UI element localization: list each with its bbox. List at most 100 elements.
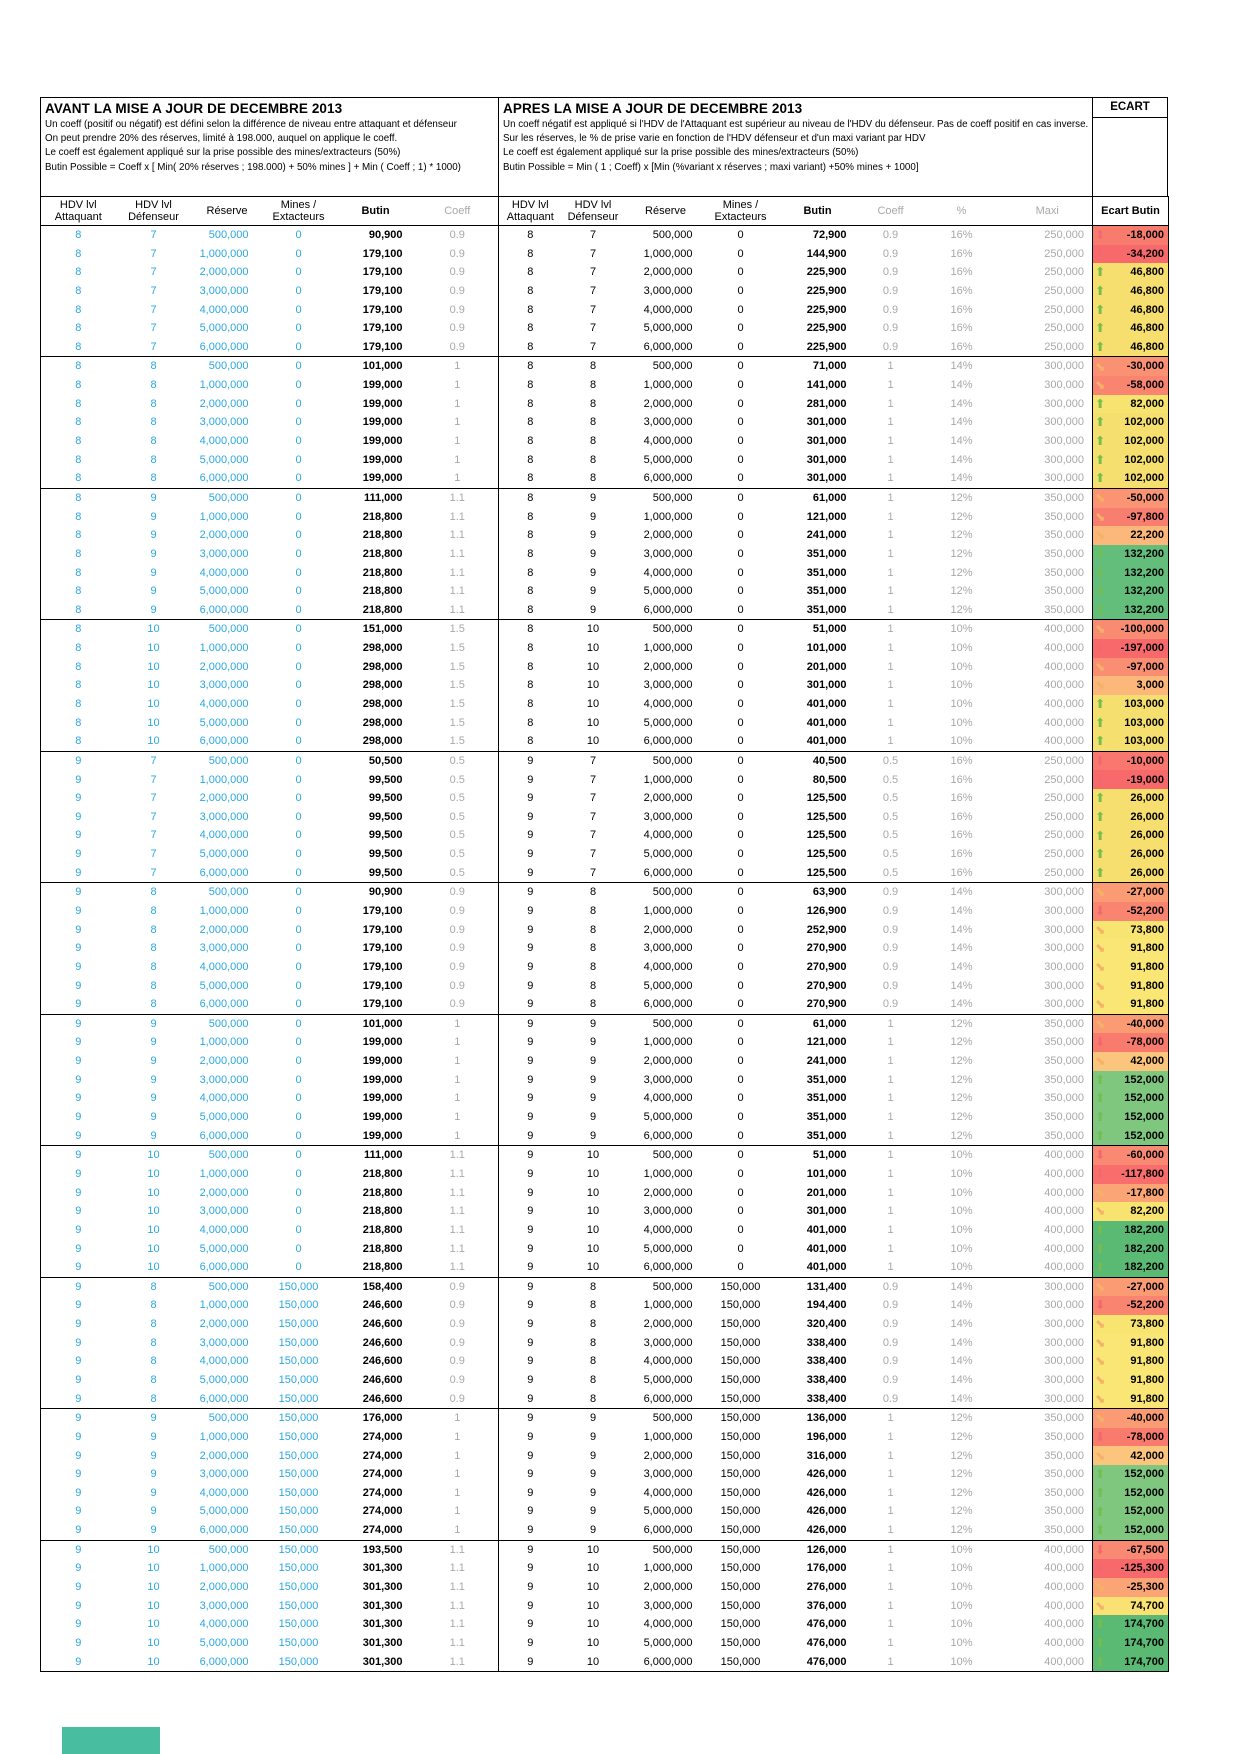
cell-butin-apres[interactable]: 301,000 <box>806 472 847 485</box>
cell-mines-apres[interactable]: 0 <box>737 266 744 279</box>
cell-coeff-avant[interactable]: 1.5 <box>449 679 465 692</box>
cell-butin-avant[interactable]: 274,000 <box>362 1468 403 1481</box>
cell-coeff-avant[interactable]: 0.5 <box>449 792 465 805</box>
cell-hdv-defenseur-avant[interactable]: 9 <box>150 1430 157 1443</box>
cell-maxi-apres[interactable]: 350,000 <box>1044 585 1084 598</box>
cell-coeff-avant[interactable]: 0.5 <box>449 848 465 861</box>
cell-mines-avant[interactable]: 0 <box>295 266 302 279</box>
cell-ecart-butin[interactable]: ⬇ -60,000 <box>1092 1145 1169 1165</box>
cell-butin-avant[interactable]: 151,000 <box>334 619 417 639</box>
cell-pct-apres[interactable]: 14% <box>950 379 973 392</box>
cell-hdv-defenseur-apres[interactable]: 10 <box>586 1655 600 1668</box>
cell-mines-avant[interactable]: 0 <box>295 942 302 955</box>
cell-pct-apres[interactable]: 14% <box>950 1299 973 1312</box>
cell-mines-apres[interactable]: 0 <box>737 322 744 335</box>
cell-reserve-apres[interactable]: 3,000,000 <box>643 942 693 955</box>
cell-coeff-avant[interactable]: 0.9 <box>449 904 465 917</box>
cell-reserve-avant[interactable]: 1,000,000 <box>199 510 249 523</box>
cell-reserve-apres[interactable]: 6,000,000 <box>643 340 693 353</box>
cell-reserve-avant[interactable]: 3,000,000 <box>199 942 249 955</box>
cell-butin-apres[interactable]: 176,000 <box>806 1562 847 1575</box>
cell-coeff-apres[interactable]: 1 <box>887 1261 894 1274</box>
cell-hdv-attaquant-avant[interactable]: 9 <box>40 1013 116 1034</box>
cell-mines-avant[interactable]: 150,000 <box>278 1355 319 1368</box>
cell-maxi-apres[interactable]: 300,000 <box>1044 1299 1084 1312</box>
cell-ecart-butin[interactable]: ⬊ 22,200 <box>1092 526 1169 545</box>
cell-reserve-apres[interactable]: 2,000,000 <box>643 529 693 542</box>
cell-reserve-apres[interactable]: 1,000,000 <box>643 379 693 392</box>
cell-hdv-attaquant-avant[interactable]: 8 <box>75 735 82 748</box>
cell-mines-apres[interactable]: 0 <box>706 356 775 377</box>
cell-pct-apres[interactable]: 14% <box>920 882 1003 902</box>
cell-hdv-attaquant-apres[interactable]: 9 <box>498 1502 562 1522</box>
cell-reserve-avant[interactable]: 500,000 <box>191 750 263 771</box>
col-header-hdv-attaquant-apres[interactable]: HDV lvl Attaquant <box>498 196 562 226</box>
cell-ecart-butin[interactable]: ⬆ 26,000 <box>1092 863 1169 883</box>
cell-ecart-butin[interactable]: ⬊ -27,000 <box>1092 1276 1169 1297</box>
cell-hdv-defenseur-avant[interactable]: 10 <box>147 1186 160 1199</box>
cell-hdv-defenseur-apres[interactable]: 9 <box>589 1092 597 1105</box>
cell-mines-avant[interactable]: 0 <box>295 585 302 598</box>
cell-reserve-apres[interactable]: 500,000 <box>624 619 707 639</box>
cell-pct-apres[interactable]: 10% <box>920 1539 1003 1560</box>
cell-coeff-avant[interactable]: 1.1 <box>449 547 465 560</box>
cell-hdv-attaquant-apres[interactable]: 9 <box>498 845 562 864</box>
cell-mines-apres[interactable]: 0 <box>737 1073 744 1086</box>
cell-reserve-apres[interactable]: 4,000,000 <box>643 1618 693 1631</box>
cell-butin-apres[interactable]: 476,000 <box>806 1655 847 1668</box>
cell-butin-apres[interactable]: 320,400 <box>806 1318 847 1331</box>
cell-reserve-avant[interactable]: 4,000,000 <box>199 829 249 842</box>
cell-maxi-apres[interactable]: 300,000 <box>1002 356 1093 377</box>
cell-ecart-butin[interactable]: ⬊ 91,800 <box>1092 957 1169 977</box>
cell-pct-apres[interactable]: 10% <box>950 1599 973 1612</box>
cell-coeff-avant[interactable]: 0.9 <box>449 247 465 260</box>
cell-pct-apres[interactable]: 14% <box>950 1355 973 1368</box>
cell-hdv-attaquant-avant[interactable]: 8 <box>75 322 82 335</box>
cell-reserve-apres[interactable]: 500,000 <box>624 224 707 245</box>
cell-maxi-apres[interactable]: 400,000 <box>1044 698 1084 710</box>
cell-pct-apres[interactable]: 14% <box>950 1374 973 1386</box>
cell-butin-apres[interactable]: 131,400 <box>774 1276 861 1297</box>
cell-butin-avant[interactable]: 199,000 <box>362 1036 403 1049</box>
cell-hdv-defenseur-avant[interactable]: 8 <box>150 923 157 936</box>
cell-coeff-avant[interactable]: 0.9 <box>449 960 465 973</box>
cell-hdv-attaquant-apres[interactable]: 9 <box>498 1559 562 1578</box>
cell-reserve-apres[interactable]: 4,000,000 <box>643 829 693 842</box>
cell-mines-avant[interactable]: 0 <box>295 547 302 560</box>
cell-hdv-defenseur-apres[interactable]: 8 <box>589 942 597 955</box>
cell-hdv-defenseur-apres[interactable]: 8 <box>589 1299 597 1312</box>
cell-hdv-attaquant-avant[interactable]: 9 <box>75 1392 82 1405</box>
cell-maxi-apres[interactable]: 250,000 <box>1044 810 1084 823</box>
cell-hdv-attaquant-apres[interactable]: 8 <box>498 657 562 677</box>
cell-reserve-apres[interactable]: 3,000,000 <box>643 810 693 823</box>
cell-coeff-avant[interactable]: 1.1 <box>449 1580 465 1593</box>
cell-pct-apres[interactable]: 16% <box>950 247 973 260</box>
cell-reserve-avant[interactable]: 500,000 <box>191 487 263 508</box>
cell-mines-avant[interactable]: 0 <box>262 356 335 377</box>
cell-reserve-avant[interactable]: 2,000,000 <box>199 397 249 410</box>
cell-hdv-defenseur-avant[interactable]: 10 <box>147 642 160 655</box>
cell-mines-avant[interactable]: 0 <box>295 1205 302 1218</box>
cell-hdv-defenseur-avant[interactable]: 9 <box>150 1055 157 1068</box>
cell-hdv-attaquant-avant[interactable]: 9 <box>75 1336 82 1349</box>
cell-pct-apres[interactable]: 16% <box>920 750 1003 771</box>
cell-coeff-apres[interactable]: 0.5 <box>882 866 899 879</box>
cell-hdv-attaquant-avant[interactable]: 8 <box>75 510 82 523</box>
cell-pct-apres[interactable]: 12% <box>950 1486 973 1499</box>
cell-coeff-apres[interactable]: 0.9 <box>882 284 899 297</box>
cell-maxi-apres[interactable]: 400,000 <box>1044 1242 1084 1255</box>
cell-hdv-attaquant-avant[interactable]: 8 <box>40 619 116 639</box>
cell-hdv-defenseur-avant[interactable]: 7 <box>150 866 157 879</box>
cell-hdv-attaquant-apres[interactable]: 9 <box>498 863 562 883</box>
cell-hdv-defenseur-apres[interactable]: 7 <box>589 284 597 297</box>
cell-mines-apres[interactable]: 0 <box>737 247 744 260</box>
cell-hdv-attaquant-avant[interactable]: 9 <box>75 1524 82 1537</box>
cell-reserve-apres[interactable]: 4,000,000 <box>643 303 693 316</box>
cell-coeff-avant[interactable]: 1.1 <box>416 1539 499 1560</box>
cell-pct-apres[interactable]: 12% <box>950 1524 973 1537</box>
col-header-reserve-apres[interactable]: Réserve <box>624 196 707 226</box>
cell-coeff-apres[interactable]: 1 <box>860 1408 921 1428</box>
cell-hdv-defenseur-apres[interactable]: 10 <box>586 1186 600 1199</box>
cell-mines-avant[interactable]: 0 <box>262 1013 335 1034</box>
cell-mines-avant[interactable]: 0 <box>295 247 302 260</box>
